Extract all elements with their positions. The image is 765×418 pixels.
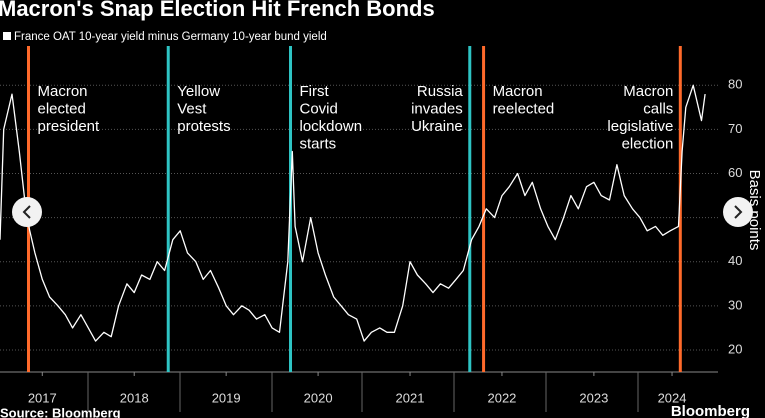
y-tick-label: 20: [728, 341, 742, 356]
event-label: Covid: [300, 100, 338, 117]
x-tick-label: 2018: [120, 390, 149, 405]
event-label: invades: [411, 100, 463, 117]
x-tick-label: 2017: [28, 390, 57, 405]
event-label: Macron: [37, 83, 87, 100]
y-axis-title: Basis points: [746, 170, 763, 251]
event-label: protests: [177, 118, 230, 135]
event-label: legislative: [607, 118, 673, 135]
prev-button[interactable]: [12, 197, 42, 227]
y-tick-label: 30: [728, 297, 742, 312]
x-tick-label: 2021: [396, 390, 425, 405]
x-tick-label: 2024: [658, 390, 687, 405]
legend-label: France OAT 10-year yield minus Germany 1…: [14, 31, 327, 43]
chart-title: Macron's Snap Election Hit French Bonds: [0, 0, 435, 21]
event-label: lockdown: [300, 118, 363, 135]
x-tick-label: 2019: [212, 390, 241, 405]
event-label: starts: [300, 135, 337, 152]
event-label: calls: [643, 100, 673, 117]
event-label: Russia: [417, 83, 464, 100]
next-button[interactable]: [723, 197, 753, 227]
event-label: First: [300, 83, 330, 100]
source: Source: Bloomberg: [0, 405, 121, 418]
data-line: [0, 84, 706, 342]
x-tick-label: 2020: [304, 390, 333, 405]
event-label: Macron: [623, 83, 673, 100]
event-label: Ukraine: [411, 118, 463, 135]
event-label: Vest: [177, 100, 207, 117]
x-tick-label: 2023: [579, 390, 608, 405]
event-label: elected: [37, 100, 85, 117]
event-label: election: [622, 135, 674, 152]
event-label: president: [37, 118, 100, 135]
legend-swatch: [3, 32, 11, 40]
x-tick-label: 2022: [487, 390, 516, 405]
y-tick-label: 70: [728, 121, 742, 136]
y-tick-label: 60: [728, 165, 742, 180]
event-label: Yellow: [177, 83, 220, 100]
y-tick-label: 40: [728, 253, 742, 268]
brand: Bloomberg: [671, 403, 750, 418]
event-label: reelected: [493, 100, 555, 117]
y-tick-label: 80: [728, 77, 742, 92]
event-label: Macron: [493, 83, 543, 100]
